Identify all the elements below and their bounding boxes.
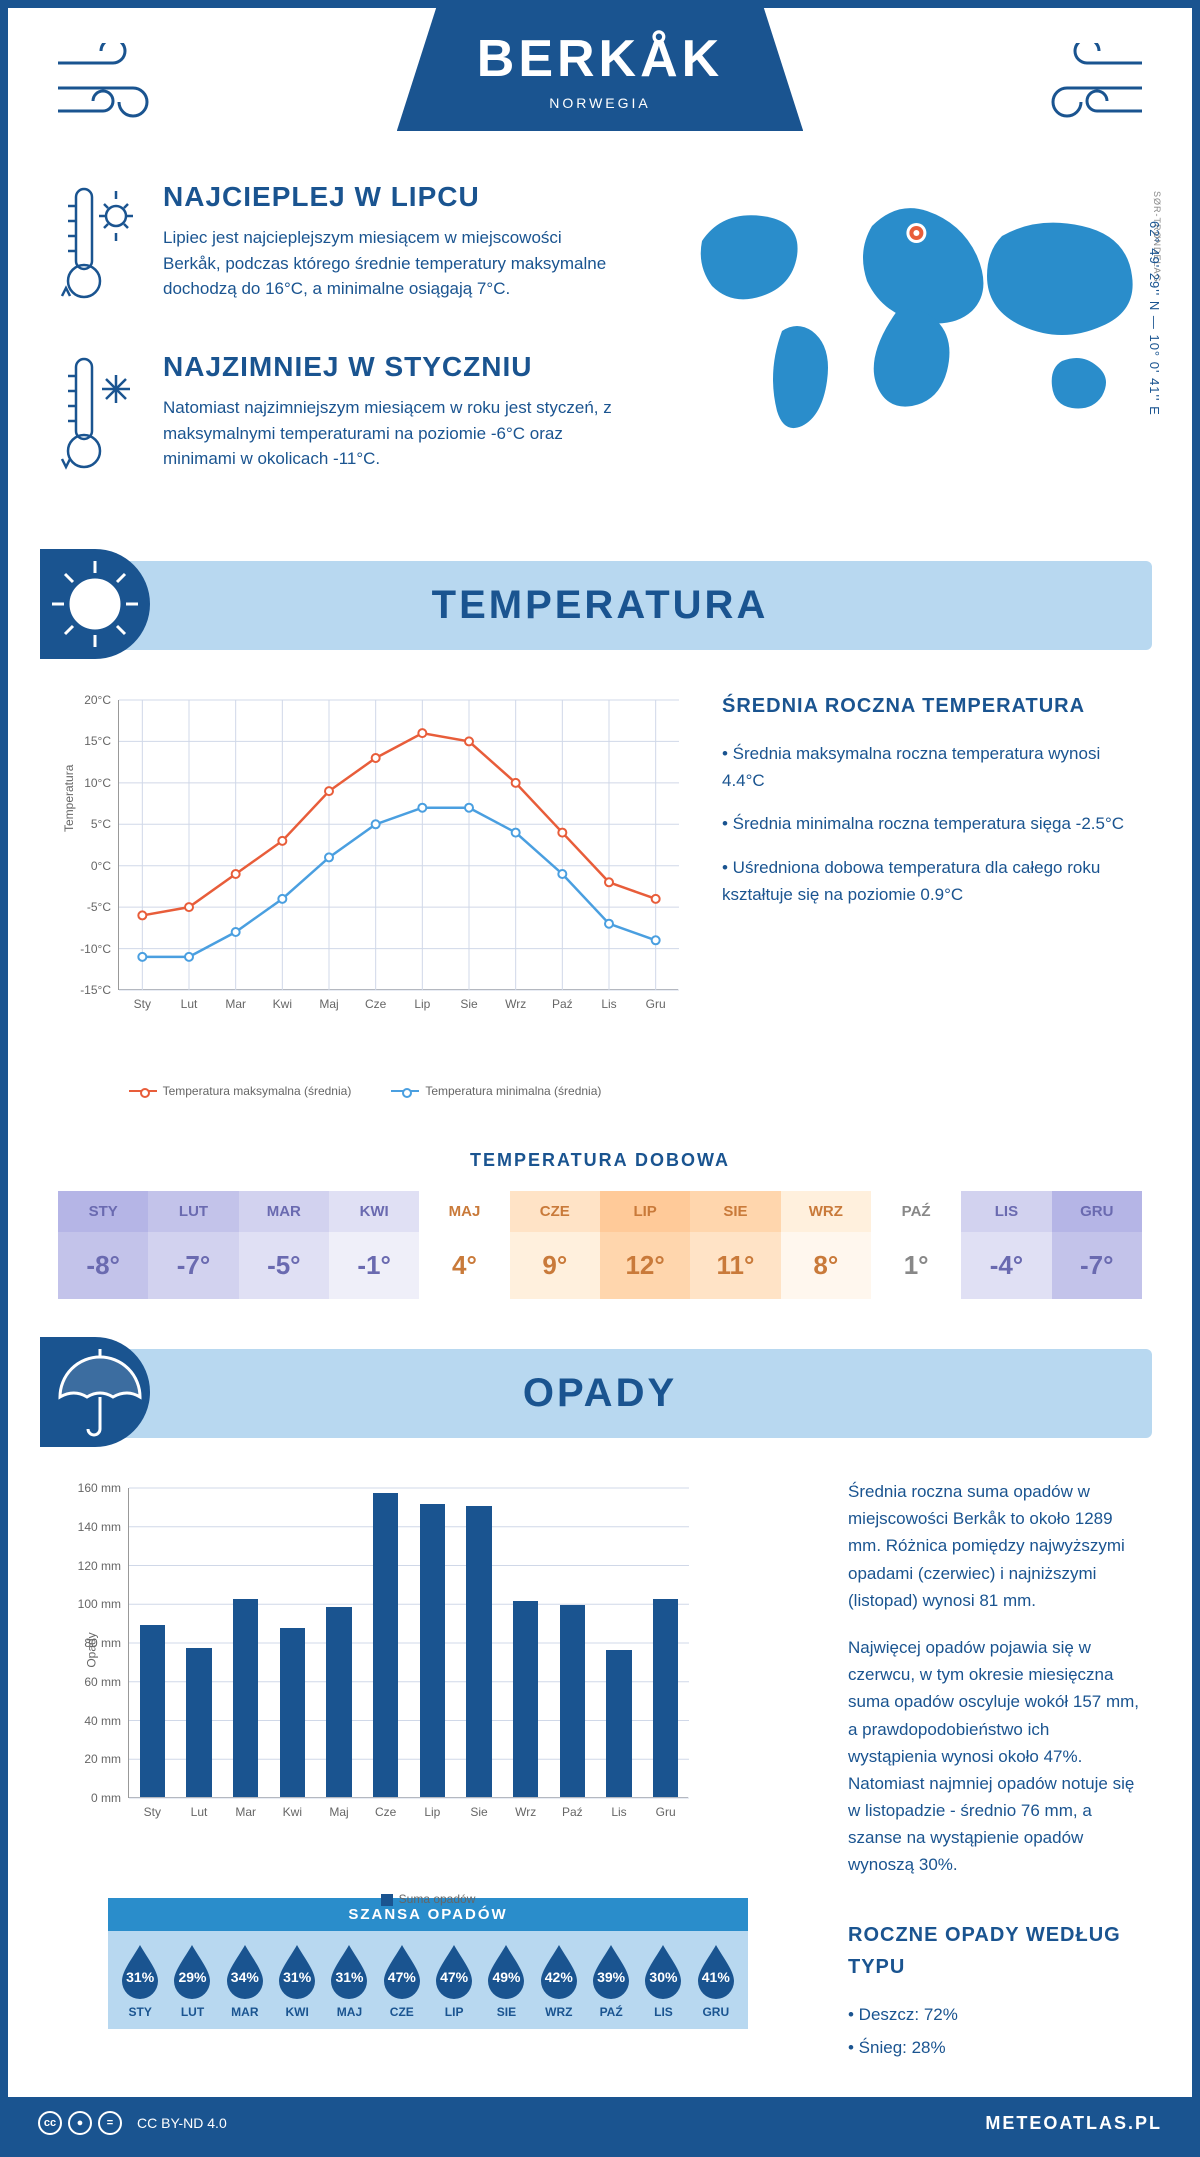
wind-icon	[48, 43, 178, 133]
temp-stat-bullet: • Średnia minimalna roczna temperatura s…	[722, 810, 1142, 837]
temperature-section-header: TEMPERATURA	[48, 561, 1152, 650]
daily-temp-cell: LUT-7°	[148, 1191, 238, 1299]
precip-bar	[373, 1493, 399, 1797]
rain-chance-item: 31%MAJ	[323, 1943, 375, 2019]
rain-chance-item: 47%CZE	[376, 1943, 428, 2019]
thermometer-snow-icon	[58, 351, 138, 486]
license-label: CC BY-ND 4.0	[137, 2115, 227, 2131]
precip-section-header: OPADY	[48, 1349, 1152, 1438]
precip-by-type-title: ROCZNE OPADY WEDŁUG TYPU	[848, 1919, 1142, 1983]
wind-icon	[1022, 43, 1152, 133]
coldest-block: NAJZIMNIEJ W STYCZNIU Natomiast najzimni…	[58, 351, 622, 486]
precip-para-1: Średnia roczna suma opadów w miejscowośc…	[848, 1478, 1142, 1614]
cc-icon: cc	[38, 2111, 62, 2135]
precip-title: OPADY	[48, 1371, 1152, 1416]
precip-legend: Suma opadów	[399, 1892, 476, 1906]
brand-label: METEOATLAS.PL	[985, 2113, 1162, 2134]
intro-section: NAJCIEPLEJ W LIPCU Lipiec jest najcieple…	[8, 161, 1192, 561]
temp-stat-bullet: • Uśredniona dobowa temperatura dla całe…	[722, 854, 1142, 908]
legend-min: Temperatura minimalna (średnia)	[425, 1084, 601, 1098]
rain-chance-item: 41%GRU	[690, 1943, 742, 2019]
footer: cc ● = CC BY-ND 4.0 METEOATLAS.PL	[8, 2097, 1192, 2149]
precip-bar	[186, 1648, 212, 1797]
temp-stat-bullet: • Średnia maksymalna roczna temperatura …	[722, 740, 1142, 794]
coldest-title: NAJZIMNIEJ W STYCZNIU	[163, 351, 622, 383]
rain-chance-item: 29%LUT	[166, 1943, 218, 2019]
precip-text: Średnia roczna suma opadów w miejscowośc…	[848, 1478, 1142, 2067]
daily-temp-cell: SIE11°	[690, 1191, 780, 1299]
title-banner: BERKÅK NORWEGIA	[397, 4, 803, 131]
rain-chance-item: 31%KWI	[271, 1943, 323, 2019]
rain-chance-item: 39%PAŹ	[585, 1943, 637, 2019]
world-map: SØR-TRØNDELAG 62° 49' 29'' N — 10° 0' 41…	[662, 181, 1142, 521]
daily-temp-cell: KWI-1°	[329, 1191, 419, 1299]
daily-temp-cell: MAJ4°	[419, 1191, 509, 1299]
precip-bar	[653, 1599, 679, 1797]
precip-bar	[466, 1506, 492, 1797]
coordinates: 62° 49' 29'' N — 10° 0' 41'' E	[1147, 221, 1162, 416]
daily-temp-table: STY-8°LUT-7°MAR-5°KWI-1°MAJ4°CZE9°LIP12°…	[58, 1191, 1142, 1299]
precip-bar	[280, 1628, 306, 1797]
rain-chance-item: 47%LIP	[428, 1943, 480, 2019]
precip-bar	[513, 1601, 539, 1797]
warmest-text: Lipiec jest najcieplejszym miesiącem w m…	[163, 225, 622, 302]
precip-bar-chart: 0 mm20 mm40 mm60 mm80 mm100 mm120 mm140 …	[58, 1478, 798, 1858]
thermometer-sun-icon	[58, 181, 138, 316]
precip-bar	[420, 1504, 446, 1797]
daily-temp-cell: LIS-4°	[961, 1191, 1051, 1299]
temperature-title: TEMPERATURA	[48, 583, 1152, 628]
country-subtitle: NORWEGIA	[477, 95, 723, 111]
rain-chance-panel: SZANSA OPADÓW 31%STY29%LUT34%MAR31%KWI31…	[108, 1898, 748, 2029]
cc-icons: cc ● =	[38, 2111, 122, 2135]
daily-temp-cell: STY-8°	[58, 1191, 148, 1299]
rain-chance-item: 49%SIE	[480, 1943, 532, 2019]
daily-temp-cell: PAŹ1°	[871, 1191, 961, 1299]
precip-body: 0 mm20 mm40 mm60 mm80 mm100 mm120 mm140 …	[8, 1438, 1192, 2097]
sun-icon	[40, 549, 150, 659]
nd-icon: =	[98, 2111, 122, 2135]
daily-temp-cell: CZE9°	[510, 1191, 600, 1299]
precip-bar	[606, 1650, 632, 1797]
temp-stats-title: ŚREDNIA ROCZNA TEMPERATURA	[722, 690, 1142, 722]
temperature-stats: ŚREDNIA ROCZNA TEMPERATURA • Średnia mak…	[722, 690, 1142, 1050]
precip-bar	[326, 1607, 352, 1797]
header: BERKÅK NORWEGIA	[8, 8, 1192, 161]
by-icon: ●	[68, 2111, 92, 2135]
location-marker-icon	[906, 223, 926, 243]
coldest-text: Natomiast najzimniejszym miesiącem w rok…	[163, 395, 622, 472]
temperature-line-chart: -15°C-10°C-5°C0°C5°C10°C15°C20°CStyLutMa…	[58, 690, 672, 1050]
daily-temp-cell: WRZ8°	[781, 1191, 871, 1299]
rain-chance-item: 42%WRZ	[533, 1943, 585, 2019]
temperature-body: -15°C-10°C-5°C0°C5°C10°C15°C20°CStyLutMa…	[8, 650, 1192, 1080]
rain-chance-item: 30%LIS	[637, 1943, 689, 2019]
legend-max: Temperatura maksymalna (średnia)	[163, 1084, 352, 1098]
page-title: BERKÅK	[477, 29, 723, 89]
rain-chance-item: 34%MAR	[219, 1943, 271, 2019]
precip-para-2: Najwięcej opadów pojawia się w czerwcu, …	[848, 1634, 1142, 1879]
daily-temp-title: TEMPERATURA DOBOWA	[8, 1150, 1192, 1171]
precip-type-item: • Śnieg: 28%	[848, 2034, 1142, 2061]
precip-type-item: • Deszcz: 72%	[848, 2001, 1142, 2028]
precip-bar	[560, 1605, 586, 1797]
warmest-block: NAJCIEPLEJ W LIPCU Lipiec jest najcieple…	[58, 181, 622, 316]
precip-bar	[140, 1625, 166, 1797]
warmest-title: NAJCIEPLEJ W LIPCU	[163, 181, 622, 213]
rain-chance-item: 31%STY	[114, 1943, 166, 2019]
infographic-page: BERKÅK NORWEGIA NAJCIEPLEJ W LIPCU Lipie…	[0, 0, 1200, 2157]
daily-temp-cell: LIP12°	[600, 1191, 690, 1299]
daily-temp-cell: MAR-5°	[239, 1191, 329, 1299]
umbrella-icon	[40, 1337, 150, 1447]
daily-temp-cell: GRU-7°	[1052, 1191, 1142, 1299]
precip-bar	[233, 1599, 259, 1797]
